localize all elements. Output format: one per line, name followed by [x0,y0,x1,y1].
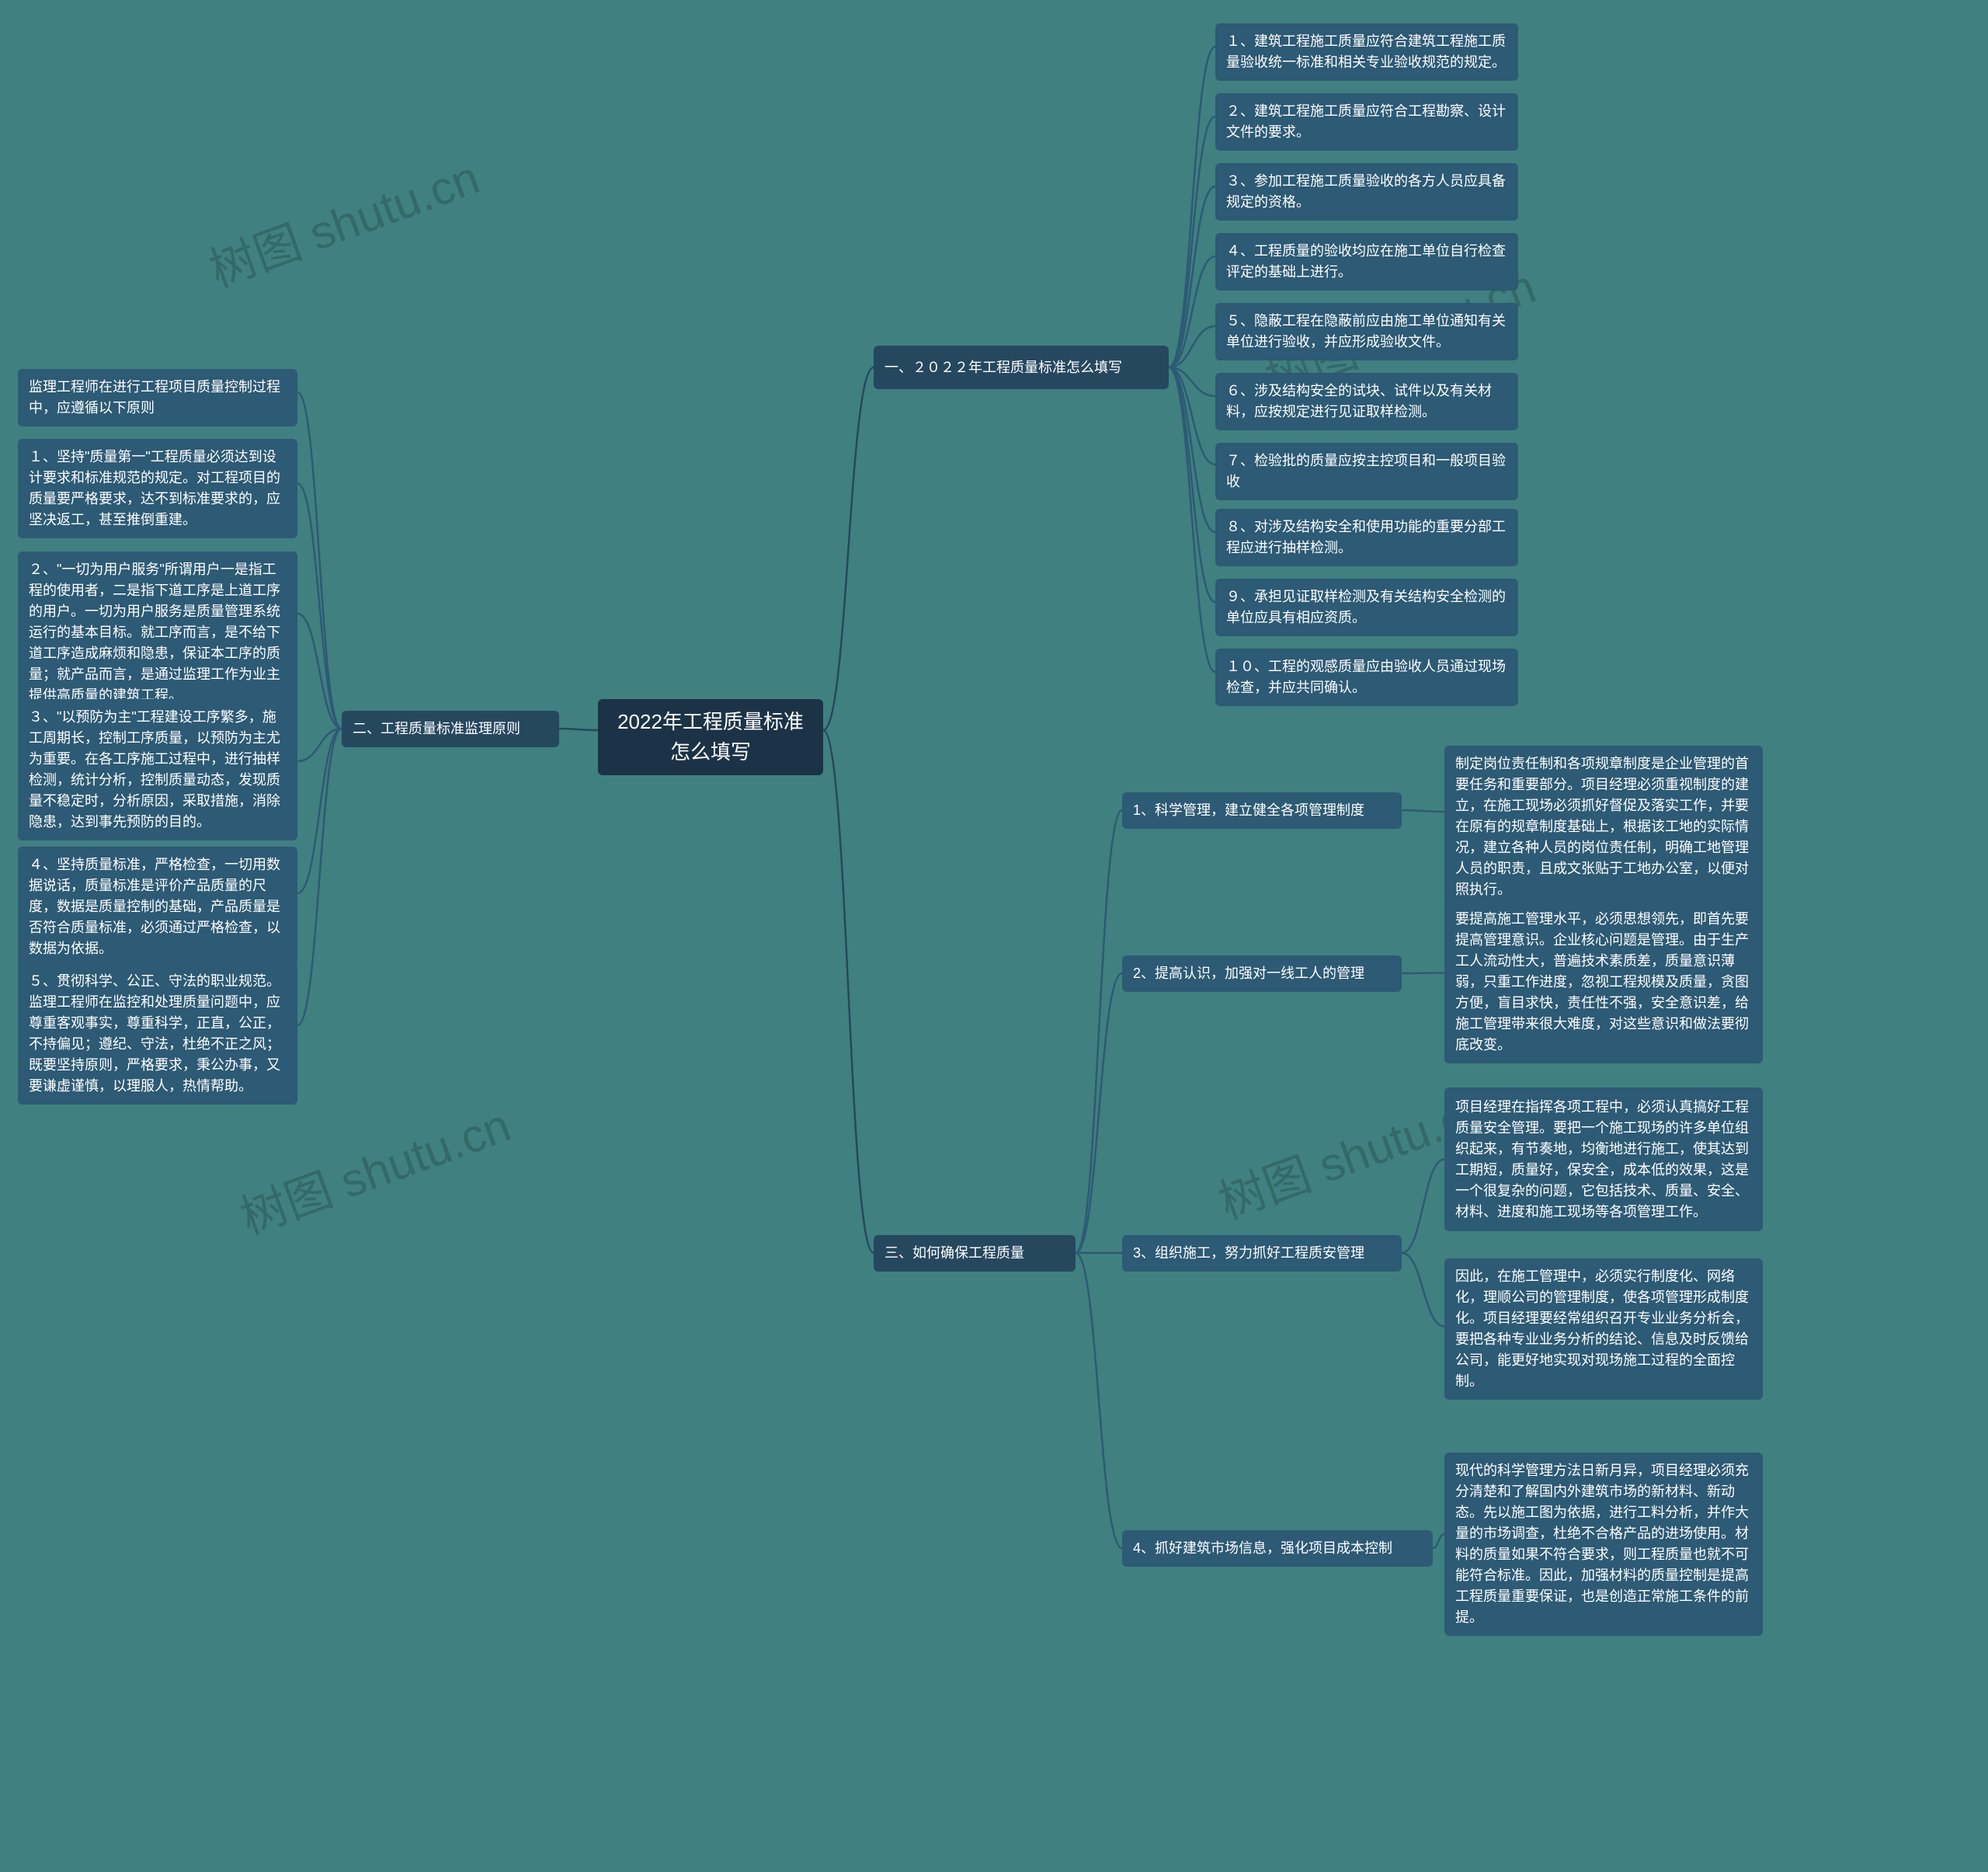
leaf-b3-2: 3、组织施工，努力抓好工程质安管理 [1122,1235,1402,1272]
subleaf-b3-0-0-label: 制定岗位责任制和各项规章制度是企业管理的首要任务和重要部分。项目经理必须重视制度… [1455,753,1752,900]
leaf-b2-4: ４、坚持质量标准，严格检查，一切用数据说话，质量标准是评价产品质量的尺度，数据是… [18,847,297,967]
leaf-b1-4-label: ５、隐蔽工程在隐蔽前应由施工单位通知有关单位进行验收，并应形成验收文件。 [1226,311,1507,353]
leaf-b2-2-label: ２、"一切为用户服务"所谓用户一是指工程的使用者，二是指下道工序是上道工序的用户… [29,559,287,706]
leaf-b3-3-label: 4、抓好建筑市场信息，强化项目成本控制 [1133,1538,1392,1559]
leaf-b1-1: ２、建筑工程施工质量应符合工程勘察、设计文件的要求。 [1215,93,1518,151]
branch-b2[interactable]: 二、工程质量标准监理原则 [342,711,559,747]
leaf-b1-7: ８、对涉及结构安全和使用功能的重要分部工程应进行抽样检测。 [1215,509,1518,566]
branch-b1[interactable]: 一、２０２２年工程质量标准怎么填写 [874,346,1169,389]
root-node[interactable]: 2022年工程质量标准怎么填写 [598,699,823,775]
leaf-b1-5-label: ６、涉及结构安全的试块、试件以及有关材料，应按规定进行见证取样检测。 [1226,381,1507,423]
watermark: 树图 shutu.cn [199,140,487,300]
branch-b2-label: 二、工程质量标准监理原则 [353,719,520,739]
leaf-b1-9: １０、工程的观感质量应由验收人员通过现场检查，并应共同确认。 [1215,649,1518,706]
watermark: 树图 shutu.cn [230,1087,518,1247]
leaf-b2-3-label: ３、"以预防为主"工程建设工序繁多，施工周期长，控制工序质量，以预防为主尤为重要… [29,707,287,833]
leaf-b2-0-label: 监理工程师在进行工程项目质量控制过程中，应遵循以下原则 [29,377,287,419]
branch-b1-label: 一、２０２２年工程质量标准怎么填写 [885,357,1122,378]
leaf-b1-2-label: ３、参加工程施工质量验收的各方人员应具备规定的资格。 [1226,171,1507,213]
leaf-b1-6-label: ７、检验批的质量应按主控项目和一般项目验收 [1226,451,1507,492]
subleaf-b3-0-0: 制定岗位责任制和各项规章制度是企业管理的首要任务和重要部分。项目经理必须重视制度… [1444,746,1763,908]
leaf-b2-4-label: ４、坚持质量标准，严格检查，一切用数据说话，质量标准是评价产品质量的尺度，数据是… [29,854,287,959]
leaf-b3-1-label: 2、提高认识，加强对一线工人的管理 [1133,963,1364,984]
leaf-b2-5: ５、贯彻科学、公正、守法的职业规范。监理工程师在监控和处理质量问题中，应尊重客观… [18,963,297,1105]
leaf-b1-8: ９、承担见证取样检测及有关结构安全检测的单位应具有相应资质。 [1215,579,1518,636]
subleaf-b3-3-0: 现代的科学管理方法日新月异，项目经理必须充分清楚和了解国内外建筑市场的新材料、新… [1444,1453,1763,1636]
subleaf-b3-2-1-label: 因此，在施工管理中，必须实行制度化、网络化，理顺公司的管理制度，使各项管理形成制… [1455,1266,1752,1392]
leaf-b1-1-label: ２、建筑工程施工质量应符合工程勘察、设计文件的要求。 [1226,101,1507,143]
leaf-b1-0: １、建筑工程施工质量应符合建筑工程施工质量验收统一标准和相关专业验收规范的规定。 [1215,23,1518,81]
leaf-b2-3: ３、"以预防为主"工程建设工序繁多，施工周期长，控制工序质量，以预防为主尤为重要… [18,699,297,840]
leaf-b3-3: 4、抓好建筑市场信息，强化项目成本控制 [1122,1530,1433,1567]
leaf-b1-2: ３、参加工程施工质量验收的各方人员应具备规定的资格。 [1215,163,1518,221]
subleaf-b3-2-0: 项目经理在指挥各项工程中，必须认真搞好工程质量安全管理。要把一个施工现场的许多单… [1444,1087,1763,1231]
leaf-b2-0: 监理工程师在进行工程项目质量控制过程中，应遵循以下原则 [18,369,297,426]
subleaf-b3-2-0-label: 项目经理在指挥各项工程中，必须认真搞好工程质量安全管理。要把一个施工现场的许多单… [1455,1097,1752,1223]
leaf-b2-5-label: ５、贯彻科学、公正、守法的职业规范。监理工程师在监控和处理质量问题中，应尊重客观… [29,971,287,1097]
leaf-b1-5: ６、涉及结构安全的试块、试件以及有关材料，应按规定进行见证取样检测。 [1215,373,1518,430]
branch-b3[interactable]: 三、如何确保工程质量 [874,1235,1076,1272]
leaf-b1-6: ７、检验批的质量应按主控项目和一般项目验收 [1215,443,1518,500]
subleaf-b3-2-1: 因此，在施工管理中，必须实行制度化、网络化，理顺公司的管理制度，使各项管理形成制… [1444,1258,1763,1400]
leaf-b1-9-label: １０、工程的观感质量应由验收人员通过现场检查，并应共同确认。 [1226,656,1507,698]
leaf-b1-0-label: １、建筑工程施工质量应符合建筑工程施工质量验收统一标准和相关专业验收规范的规定。 [1226,31,1507,73]
leaf-b2-1-label: １、坚持"质量第一"工程质量必须达到设计要求和标准规范的规定。对工程项目的质量要… [29,447,287,531]
subleaf-b3-1-0-label: 要提高施工管理水平，必须思想领先，即首先要提高管理意识。企业核心问题是管理。由于… [1455,909,1752,1056]
leaf-b3-0-label: 1、科学管理，建立健全各项管理制度 [1133,800,1364,821]
leaf-b1-8-label: ９、承担见证取样检测及有关结构安全检测的单位应具有相应资质。 [1226,586,1507,628]
leaf-b2-1: １、坚持"质量第一"工程质量必须达到设计要求和标准规范的规定。对工程项目的质量要… [18,439,297,538]
root-node-label: 2022年工程质量标准怎么填写 [609,707,812,767]
leaf-b1-7-label: ８、对涉及结构安全和使用功能的重要分部工程应进行抽样检测。 [1226,517,1507,558]
subleaf-b3-3-0-label: 现代的科学管理方法日新月异，项目经理必须充分清楚和了解国内外建筑市场的新材料、新… [1455,1460,1752,1628]
leaf-b3-1: 2、提高认识，加强对一线工人的管理 [1122,955,1402,992]
leaf-b2-2: ２、"一切为用户服务"所谓用户一是指工程的使用者，二是指下道工序是上道工序的用户… [18,552,297,714]
subleaf-b3-1-0: 要提高施工管理水平，必须思想领先，即首先要提高管理意识。企业核心问题是管理。由于… [1444,901,1763,1063]
leaf-b1-3-label: ４、工程质量的验收均应在施工单位自行检查评定的基础上进行。 [1226,241,1507,283]
branch-b3-label: 三、如何确保工程质量 [885,1243,1024,1264]
leaf-b1-3: ４、工程质量的验收均应在施工单位自行检查评定的基础上进行。 [1215,233,1518,291]
leaf-b3-0: 1、科学管理，建立健全各项管理制度 [1122,792,1402,829]
leaf-b1-4: ５、隐蔽工程在隐蔽前应由施工单位通知有关单位进行验收，并应形成验收文件。 [1215,303,1518,360]
leaf-b3-2-label: 3、组织施工，努力抓好工程质安管理 [1133,1243,1364,1264]
